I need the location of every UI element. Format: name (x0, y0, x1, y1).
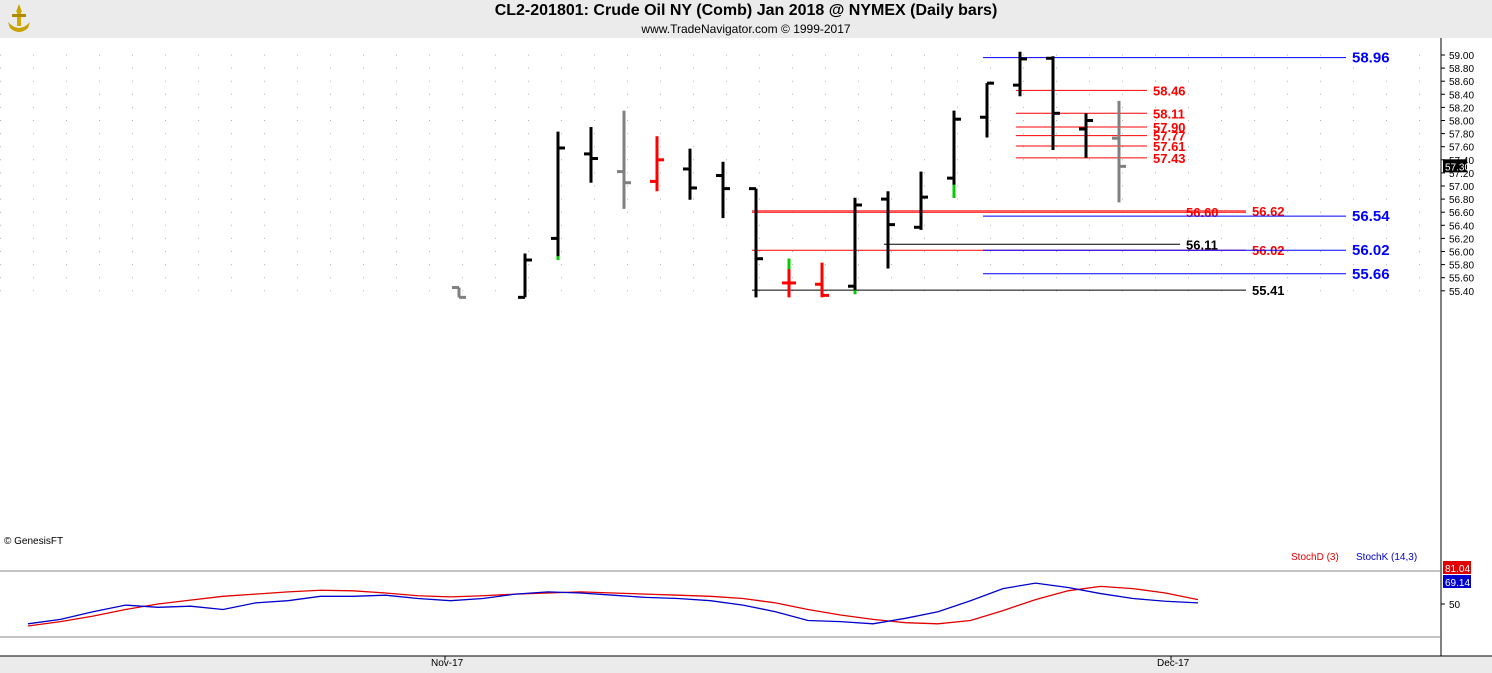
ohlc-bar (848, 197, 862, 295)
stoch-line-d (27, 585, 1199, 627)
level-label-56.11: 56.11 (1186, 237, 1218, 252)
ohlc-bar (1112, 100, 1126, 203)
price-tick-label: 57.60 (1449, 143, 1474, 154)
price-tick-label: 56.80 (1449, 195, 1474, 206)
stochastic-panel: StochD (3) StochK (14,3) 81.04 69.14 50 (27, 552, 1471, 627)
price-tick-label: 59.00 (1449, 51, 1474, 62)
level-label-55.66: 55.66 (1352, 266, 1390, 283)
price-tick-label: 58.00 (1449, 117, 1474, 128)
level-label-56.62: 56.62 (1252, 204, 1285, 219)
ohlc-bar (947, 110, 961, 198)
ohlc-bar (815, 262, 829, 298)
ohlc-bar (551, 131, 565, 261)
level-label-57.77: 57.77 (1153, 129, 1186, 144)
plot-background (0, 38, 1492, 657)
chart-subtitle: www.TradeNavigator.com © 1999-2017 (641, 22, 851, 36)
stochK-legend: StochK (14,3) (1356, 552, 1417, 563)
price-tick-label: 57.80 (1449, 130, 1474, 141)
ohlc-bar (683, 148, 697, 200)
price-axis: 59.00 58.80 58.60 58.40 58.20 58.00 57.80 57.60… (1441, 51, 1474, 298)
price-tick-label: 58.40 (1449, 90, 1474, 101)
price-tick-label: 55.80 (1449, 261, 1474, 272)
price-tick-label: 56.60 (1449, 208, 1474, 219)
ohlc-bar (1079, 113, 1093, 158)
price-tick-label: 57.20 (1449, 169, 1474, 180)
price-tick-label: 58.80 (1449, 64, 1474, 75)
tradenavigator-logo-icon (8, 4, 30, 32)
stochD-legend: StochD (3) (1291, 552, 1339, 563)
time-tick-label: Nov-17 (431, 658, 464, 669)
price-tick-label: 58.60 (1449, 77, 1474, 88)
price-tick-label: 56.00 (1449, 248, 1474, 259)
level-label-56.54: 56.54 (1352, 208, 1390, 225)
ohlc-bar (650, 136, 664, 192)
level-label-57.43: 57.43 (1153, 151, 1186, 166)
price-axis-area (1441, 38, 1492, 656)
level-label-57.90: 57.90 (1153, 120, 1186, 135)
ohlc-bar (452, 286, 466, 299)
price-tick-label: 56.40 (1449, 221, 1474, 232)
price-tick-label: 58.20 (1449, 103, 1474, 114)
price-tick-label: 57.00 (1449, 182, 1474, 193)
level-label-57.61: 57.61 (1153, 139, 1186, 154)
price-tick-label: 55.60 (1449, 274, 1474, 285)
price-bars (452, 51, 1126, 299)
ohlc-bar (749, 187, 763, 298)
chart-header: CL2-201801: Crude Oil NY (Comb) Jan 2018… (0, 0, 1492, 38)
price-tick-label: 56.20 (1449, 234, 1474, 245)
level-label-56.02: 56.02 (1352, 242, 1390, 259)
copyright-text: © GenesisFT (4, 536, 64, 547)
ohlc-bar (716, 161, 730, 219)
price-tick-label: 55.40 (1449, 287, 1474, 298)
stochD-value-box (1443, 561, 1471, 574)
ohlc-bar (782, 258, 796, 298)
last-price-box (1443, 159, 1467, 173)
ohlc-bar (980, 81, 994, 138)
level-label-58.11: 58.11 (1153, 106, 1185, 121)
level-label-58.46: 58.46 (1153, 83, 1186, 98)
stochD-value: 81.04 (1445, 564, 1470, 575)
ohlc-bar (1046, 56, 1060, 150)
ohlc-bar (584, 127, 598, 183)
ohlc-bar (881, 191, 895, 269)
ohlc-bar (1013, 51, 1027, 97)
stochK-value-box (1443, 575, 1471, 588)
ohlc-bar (617, 110, 631, 209)
last-price-label: 57.30 (1445, 162, 1470, 173)
level-label-56.60: 56.60 (1186, 205, 1219, 220)
level-label-58.96: 58.96 (1352, 50, 1390, 67)
ohlc-bar (914, 171, 928, 230)
level-label-55.41: 55.41 (1252, 283, 1285, 298)
time-axis: Nov-17 Dec-17 (431, 656, 1190, 669)
stoch-tick-label: 50 (1449, 600, 1461, 611)
time-tick-label: Dec-17 (1157, 658, 1190, 669)
plot-area (0, 38, 1441, 656)
ohlc-bar (518, 253, 532, 299)
chart-title: CL2-201801: Crude Oil NY (Comb) Jan 2018… (494, 2, 998, 19)
stoch-line-k (27, 582, 1199, 625)
stochK-value: 69.14 (1445, 578, 1470, 589)
